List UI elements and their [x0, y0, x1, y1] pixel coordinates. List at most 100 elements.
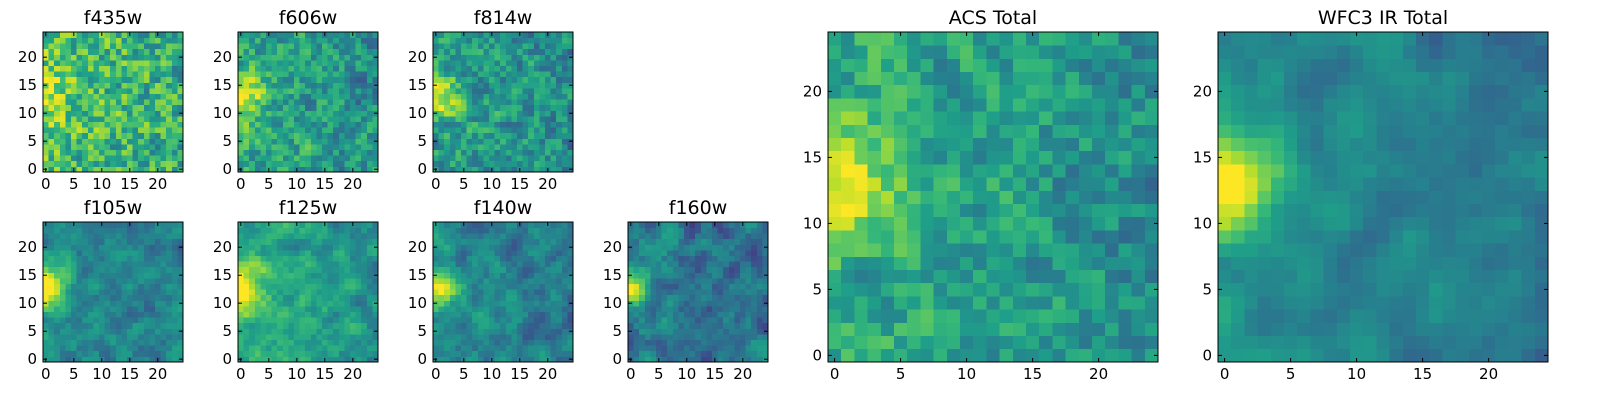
heatmap-cell: [322, 300, 328, 307]
heatmap-cell: [48, 76, 55, 83]
heatmap-cell: [338, 88, 345, 94]
heatmap-cell: [661, 350, 668, 357]
heatmap-cell: [505, 266, 512, 273]
heatmap-cell: [177, 306, 184, 312]
heatmap-cell: [71, 121, 77, 128]
heatmap-cell: [171, 121, 178, 128]
heatmap-cell: [254, 65, 261, 72]
heatmap-cell: [249, 76, 256, 83]
heatmap-cell: [243, 278, 250, 284]
heatmap-cell: [322, 283, 328, 290]
heatmap-cell: [841, 322, 855, 336]
heatmap-cell: [333, 339, 340, 346]
heatmap-cell: [678, 334, 685, 340]
heatmap-cell: [310, 300, 317, 307]
heatmap-cell: [305, 71, 312, 78]
heatmap-cell: [511, 250, 518, 256]
x-tick-label: 0: [236, 365, 246, 383]
heatmap-cell: [438, 71, 445, 78]
heatmap-cell: [338, 138, 345, 145]
heatmap-cell: [115, 116, 122, 122]
heatmap-cell: [254, 306, 261, 312]
x-tick-label: 5: [264, 175, 274, 193]
heatmap-cell: [556, 250, 563, 256]
heatmap-cell: [672, 238, 679, 245]
heatmap-cell: [633, 345, 640, 352]
heatmap-cell: [494, 155, 501, 162]
heatmap-cell: [344, 144, 351, 150]
heatmap-cell: [438, 104, 445, 111]
heatmap-cell: [762, 266, 769, 273]
heatmap-cell: [449, 138, 456, 145]
heatmap-cell: [489, 65, 495, 72]
heatmap-cell: [550, 54, 557, 61]
heatmap-cell: [288, 54, 295, 61]
heatmap-cell: [238, 339, 244, 346]
heatmap-cell: [678, 328, 685, 335]
heatmap-cell: [82, 138, 89, 145]
heatmap-cell: [305, 311, 312, 318]
heatmap-cell: [310, 289, 317, 296]
heatmap-cell: [723, 300, 730, 307]
heatmap-cell: [455, 328, 462, 335]
heatmap-cell: [243, 272, 250, 279]
heatmap-cell: [500, 289, 507, 296]
heatmap-cell: [438, 166, 445, 173]
heatmap-cell: [266, 60, 272, 66]
heatmap-cell: [505, 43, 512, 50]
heatmap-cell: [528, 250, 535, 256]
heatmap-cell: [310, 160, 317, 167]
heatmap-cell: [533, 339, 540, 346]
heatmap-cell: [489, 261, 495, 268]
heatmap-cell: [305, 127, 312, 134]
heatmap-cell: [266, 110, 272, 117]
heatmap-cell: [461, 93, 467, 100]
heatmap-cell: [355, 328, 362, 335]
heatmap-cell: [93, 300, 100, 307]
heatmap-cell: [355, 93, 362, 100]
heatmap-cell: [528, 144, 535, 150]
heatmap-cell: [661, 294, 668, 301]
heatmap-cell: [539, 222, 546, 228]
heatmap-cell: [149, 238, 156, 245]
y-tick-label: 5: [222, 322, 232, 340]
heatmap-cell: [762, 317, 769, 324]
heatmap-cell: [706, 345, 713, 352]
heatmap-cell: [545, 244, 551, 251]
heatmap-cell: [545, 294, 551, 301]
heatmap-cell: [567, 99, 574, 106]
heatmap-cell: [550, 350, 557, 357]
heatmap-cell: [361, 99, 368, 106]
heatmap-cell: [294, 289, 300, 296]
heatmap-cell: [472, 116, 479, 122]
heatmap-cell: [87, 71, 94, 78]
heatmap-cell: [372, 65, 379, 72]
y-tick-label: 10: [18, 104, 37, 122]
heatmap-cell: [327, 65, 334, 72]
heatmap-cell: [841, 335, 855, 350]
heatmap-cell: [539, 250, 546, 256]
heatmap-cell: [310, 104, 317, 111]
heatmap-cell: [628, 339, 634, 346]
heatmap-cell: [143, 222, 150, 228]
heatmap-cell: [243, 166, 250, 173]
heatmap-cell: [650, 244, 657, 251]
heatmap-cell: [522, 93, 529, 100]
heatmap-cell: [260, 138, 267, 145]
heatmap-cell: [277, 261, 284, 268]
heatmap-cell: [333, 306, 340, 312]
heatmap-cell: [54, 328, 61, 335]
axes-frame: [237, 221, 379, 363]
heatmap-cell: [355, 76, 362, 83]
heatmap-cell: [505, 54, 512, 61]
heatmap-cell: [466, 110, 473, 117]
heatmap-cell: [93, 322, 100, 329]
heatmap-cell: [93, 116, 100, 122]
heatmap-cell: [350, 266, 356, 273]
heatmap-cell: [93, 32, 100, 38]
heatmap-cell: [894, 269, 908, 284]
heatmap-cell: [155, 244, 161, 251]
heatmap-cell: [271, 345, 278, 352]
heatmap-cell: [472, 99, 479, 106]
heatmap-cell: [310, 37, 317, 44]
